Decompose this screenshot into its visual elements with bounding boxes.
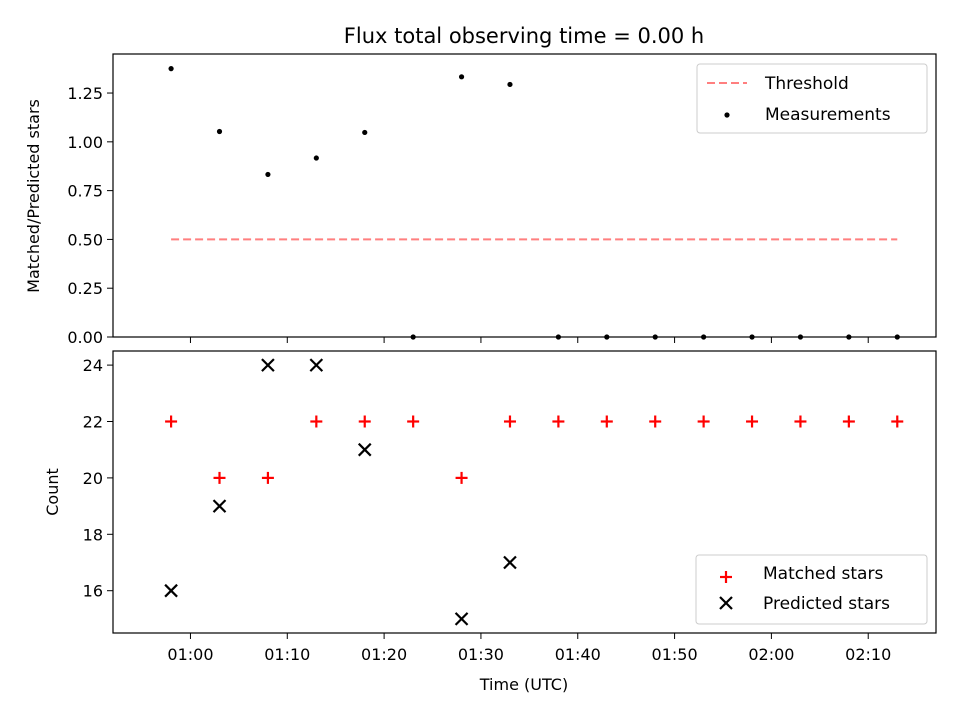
x-tick-label: 01:00 <box>167 645 213 664</box>
bottom-y-axis-label: Count <box>43 468 62 516</box>
measurement-point <box>507 81 513 88</box>
matched-star-point <box>891 415 904 428</box>
matched-star-point <box>746 415 759 428</box>
legend-threshold-label: Threshold <box>764 74 849 94</box>
x-tick-label: 01:20 <box>361 645 407 664</box>
matched-star-point <box>503 415 516 428</box>
bottom-axes: 16 18 20 22 24 01:00 01:10 01:20 01:30 01:40 01:5… <box>43 350 937 694</box>
measurement-point <box>362 129 368 136</box>
bottom-axes-frame <box>112 350 937 634</box>
top-y-ticks: 0.00 0.25 0.50 0.75 1.00 1.25 <box>67 84 113 347</box>
top-y-axis-label: Matched/Predicted stars <box>24 99 43 293</box>
matched-star-point <box>358 415 371 428</box>
bottom-y-tick-label: 20 <box>83 469 103 488</box>
bottom-y-ticks: 16 18 20 22 24 <box>83 356 113 601</box>
top-y-tick-label: 0.25 <box>67 279 103 298</box>
matched-star-point <box>552 415 565 428</box>
predicted-star-point <box>309 358 324 372</box>
matched-star-point <box>261 471 274 484</box>
matched-star-point <box>310 415 323 428</box>
predicted-star-d2 <box>212 499 227 513</box>
predicted-star-point <box>454 612 469 626</box>
matched-star-point <box>649 415 662 428</box>
top-y-tick-label: 1.25 <box>67 84 103 103</box>
top-y-tick-label: 0.00 <box>67 328 103 347</box>
measurement-point <box>458 74 465 80</box>
bottom-y-tick-label: 18 <box>83 525 103 544</box>
matched-star-point <box>842 415 855 428</box>
top-x-ticks <box>189 337 869 343</box>
measurement-point <box>313 155 319 161</box>
predicted-star-d2 <box>503 555 517 570</box>
bottom-legend-box <box>695 554 928 625</box>
top-legend-box <box>696 63 928 134</box>
matched-star-point <box>697 415 710 428</box>
bottom-legend: Matched stars Predicted stars <box>695 554 928 625</box>
bottom-y-tick-label: 16 <box>83 582 103 601</box>
top-axes: 0.00 0.25 0.50 0.75 1.00 1.25 Matched/Predict… <box>24 53 937 347</box>
top-axes-frame <box>112 53 937 338</box>
predicted-star-d2 <box>261 358 275 372</box>
top-y-tick-label: 0.50 <box>67 230 103 249</box>
predicted-star-point <box>503 555 517 570</box>
predicted-star-point <box>261 358 275 372</box>
bottom-y-tick-label: 24 <box>83 356 103 375</box>
legend-measurements-label: Measurements <box>765 105 891 125</box>
legend-predicted-swatch <box>719 596 733 610</box>
matched-star-point <box>165 415 178 428</box>
bottom-y-tick-label: 22 <box>83 413 103 432</box>
bottom-plot-area <box>164 358 904 626</box>
matched-star-point <box>407 415 420 428</box>
top-legend: Threshold Measurements <box>696 63 928 134</box>
x-tick-label: 01:50 <box>652 645 698 664</box>
measurement-point <box>168 66 174 72</box>
x-tick-label: 02:00 <box>748 645 794 664</box>
x-tick-label: 02:10 <box>845 645 891 664</box>
predicted-star-d2 <box>309 358 324 372</box>
predicted-star-d2 <box>454 612 469 626</box>
x-tick-label: 01:40 <box>555 645 601 664</box>
measurement-point <box>265 171 271 178</box>
x-tick-label: 01:30 <box>458 645 504 664</box>
top-y-tick-label: 1.00 <box>67 133 103 152</box>
legend-predicted-label: Predicted stars <box>763 594 890 614</box>
x-axis-label: Time (UTC) <box>479 675 568 694</box>
legend-measurements-swatch <box>724 112 730 118</box>
chart-title: Flux total observing time = 0.00 h <box>344 24 704 48</box>
predicted-star-point <box>212 499 227 513</box>
predicted-star-point <box>357 442 372 457</box>
predicted-star-d2 <box>164 583 178 598</box>
predicted-star-d2 <box>357 442 372 457</box>
legend-matched-label: Matched stars <box>763 564 883 584</box>
matched-star-point <box>600 415 613 428</box>
measurement-point <box>216 128 223 135</box>
matched-star-point <box>794 415 807 428</box>
predicted-star-point <box>164 583 178 598</box>
matched-star-point <box>213 471 226 484</box>
top-y-tick-label: 0.75 <box>67 182 103 201</box>
legend-matched-swatch <box>720 571 732 583</box>
matched-star-point <box>455 471 468 484</box>
x-tick-label: 01:10 <box>264 645 310 664</box>
bottom-x-ticks: 01:00 01:10 01:20 01:30 01:40 01:50 02:00 02:10 <box>167 633 891 664</box>
